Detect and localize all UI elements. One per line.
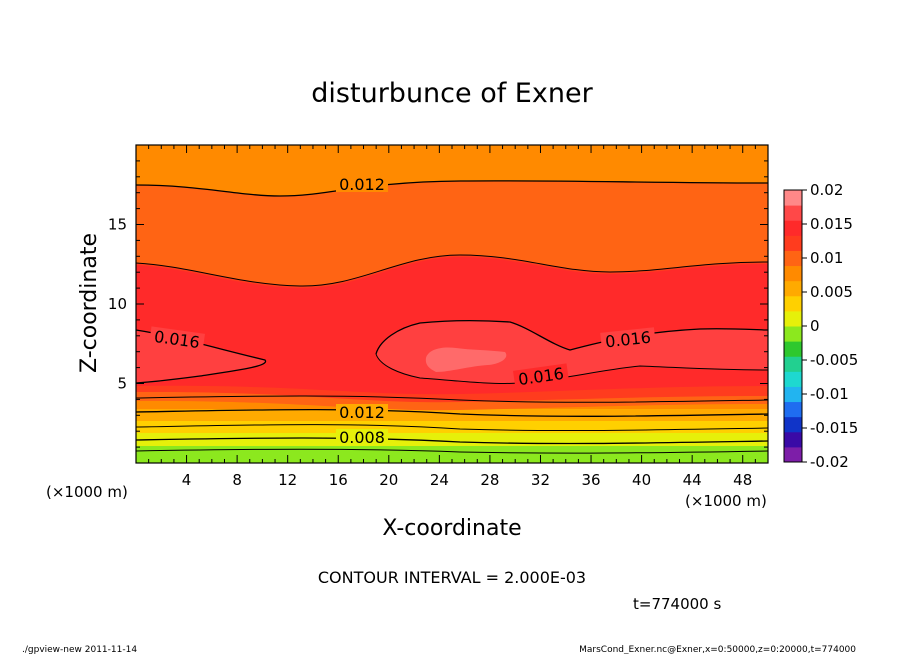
contour-fill-layers [136,145,768,463]
colorbar-swatch [784,295,802,312]
chart-title: disturbunce of Exner [311,78,593,109]
y-tick-label: 15 [108,216,127,234]
contour-line-0.010 [135,424,769,432]
contour-label-bottom: 0.008 [339,428,385,447]
x-tick-label: 16 [329,471,348,489]
colorbar-tick-label: -0.02 [810,453,849,471]
colorbar-swatch [784,310,802,327]
contour-label-right: 0.016 [604,328,652,352]
x-tick-label: 40 [632,471,651,489]
colorbar-swatch [784,235,802,251]
time-text: t=774000 s [633,595,721,613]
colorbar-frame [783,189,803,463]
x-tick-label: 28 [480,471,499,489]
contour-line-0.006 [135,448,769,454]
colorbar-tick-label: 0.015 [810,215,853,233]
colorbar-swatch [784,250,802,267]
colorbar: 0.02 0.015 0.01 0.005 0 -0.005 -0.01 -0.015 -0.0… [784,181,858,471]
colorbar-swatch [784,386,802,403]
y-axis: 5 10 15 [108,160,768,448]
colorbar-swatch [784,341,802,357]
fill-band-gold [136,420,768,433]
x-tick-label: 20 [379,471,398,489]
x-unit-left: (×1000 m) [46,483,128,501]
contour-interval-text: CONTOUR INTERVAL = 2.000E-03 [318,568,586,587]
colorbar-swatch [784,356,802,372]
x-axis-label: X-coordinate [382,516,521,541]
contour-label-backgrounds [149,174,656,445]
colorbar-swatch [784,190,802,206]
colorbar-swatch [784,401,802,418]
colorbar-swatch [784,416,802,433]
x-tick-label: 12 [278,471,297,489]
contour-label-lower: 0.012 [339,403,385,422]
colorbar-swatch [784,431,802,448]
x-tick-label: 36 [581,471,600,489]
colorbar-tick-label: 0.005 [810,283,853,301]
x-tick-label: 4 [182,471,192,489]
fill-band-yellow [136,432,768,446]
x-axis: 4 8 12 16 20 24 28 32 36 40 44 48 [148,145,756,489]
colorbar-tick-label: -0.005 [810,351,858,369]
footer-right: MarsCond_Exner.nc@Exner,x=0:50000,z=0:20… [579,645,856,654]
contour-line-0.012-lower [135,408,769,417]
y-tick-label: 5 [117,375,127,393]
colorbar-swatch [784,265,802,282]
contour-line-0.014-lower [135,395,769,403]
contour-line-0.016-center [375,319,769,355]
contour-line-0.008 [135,437,769,445]
x-tick-label: 32 [531,471,550,489]
footer-left: ./gpview-new 2011-11-14 [22,645,137,654]
colorbar-swatch [784,371,802,387]
x-tick-label: 48 [733,471,752,489]
colorbar-swatch [784,205,802,221]
colorbar-tick-label: 0.02 [810,181,843,199]
colorbar-tick-label: -0.01 [810,385,849,403]
colorbar-swatch [784,220,802,236]
colorbar-swatch [784,326,802,342]
y-axis-label: Z-coordinate [77,233,102,373]
colorbar-tick-label: -0.015 [810,419,858,437]
fill-band-amber [136,408,768,421]
x-tick-label: 8 [232,471,242,489]
fill-band-pink-core [425,347,507,372]
colorbar-swatch [784,280,802,297]
contour-label-top: 0.012 [339,175,385,194]
fill-band-lighter-red-center [376,320,768,384]
x-tick-label: 44 [683,471,702,489]
x-tick-label: 24 [430,471,449,489]
x-unit-right: (×1000 m) [685,492,767,510]
contour-line-0.014-upper [135,254,769,287]
colorbar-tick-label: 0.01 [810,249,843,267]
colorbar-tick-label: 0 [810,317,820,335]
y-tick-label: 10 [108,295,127,313]
colorbar-swatch [784,446,802,463]
